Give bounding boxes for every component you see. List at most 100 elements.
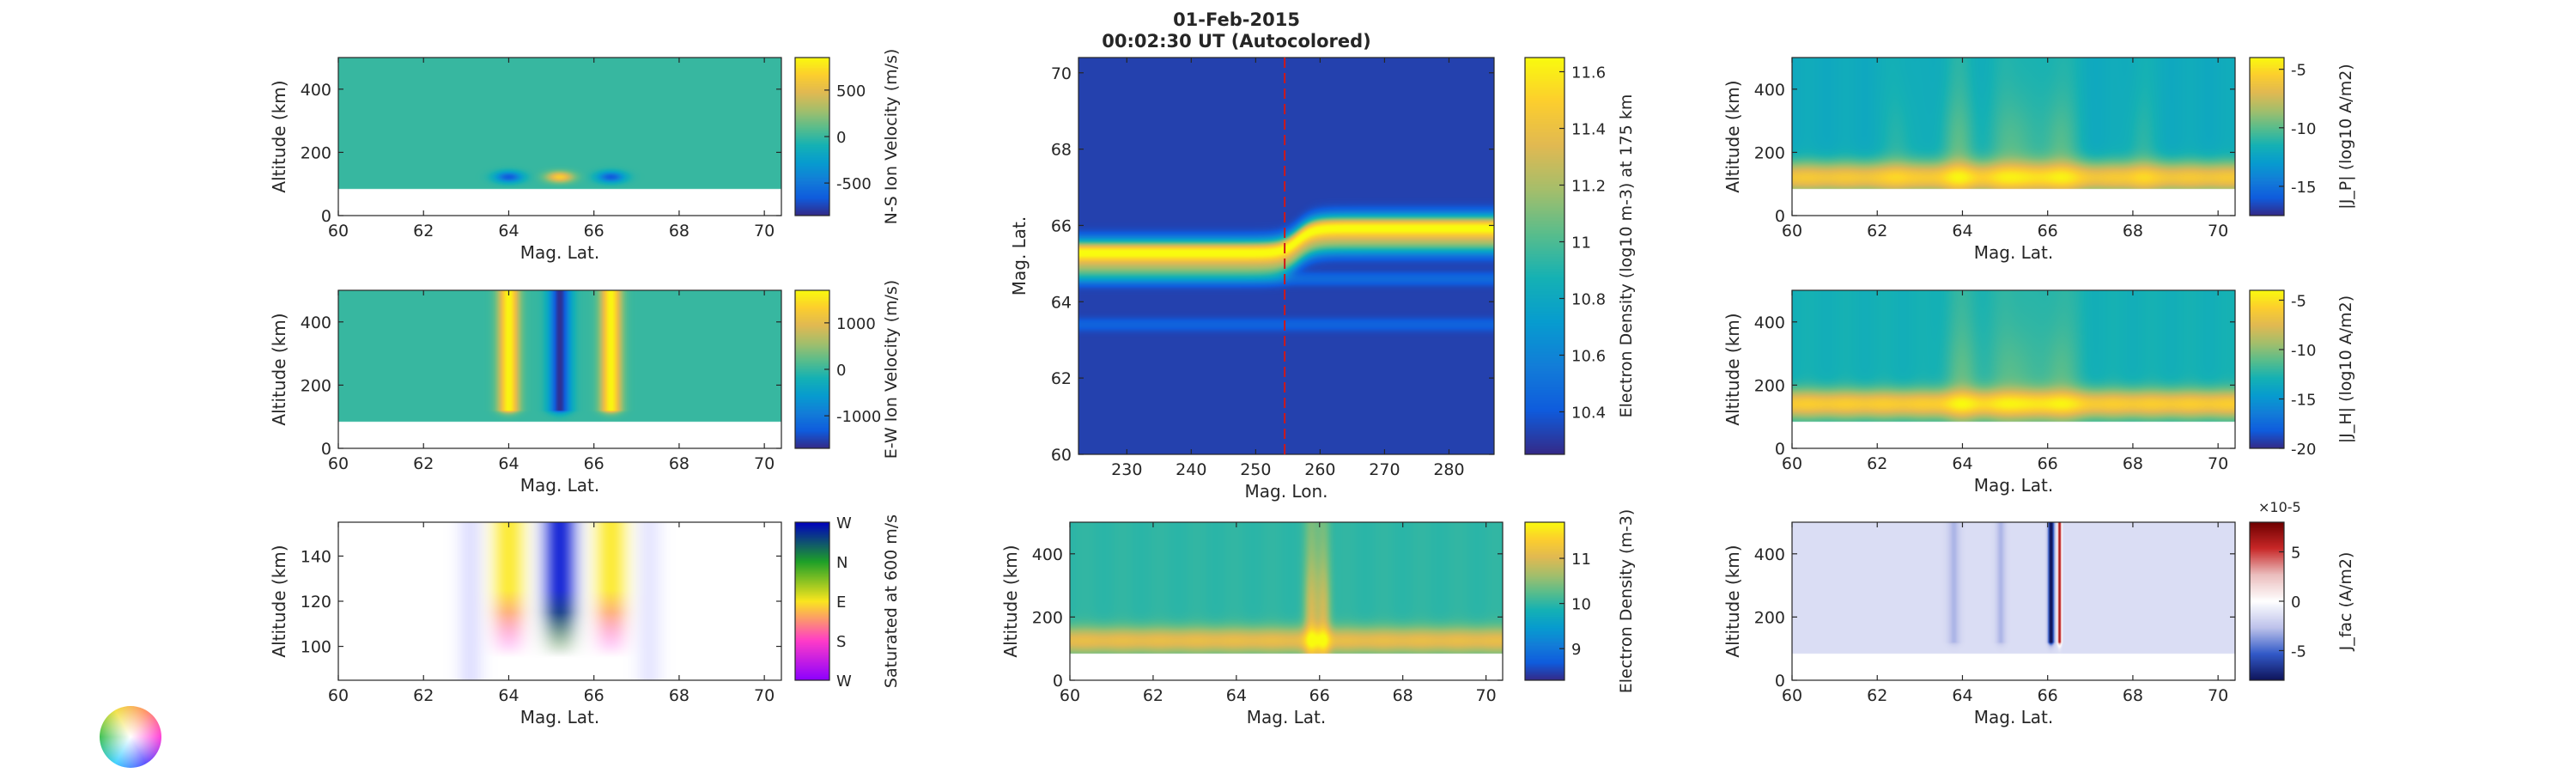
colorbar-tick-label: -15 <box>2291 392 2316 410</box>
x-tick-label: 66 <box>2038 222 2058 240</box>
colorbar-tick-label: W <box>836 673 852 691</box>
colorbar-frame <box>1524 521 1565 681</box>
colorbar-gradient <box>1525 522 1564 680</box>
y-tick-label: 60 <box>1051 446 1072 465</box>
heatmap-image <box>1070 522 1503 680</box>
colorbar-tick-label: 11.2 <box>1571 178 1606 196</box>
colorbar-tick-label: -5 <box>2291 293 2306 311</box>
y-tick-label: 68 <box>1051 141 1072 160</box>
x-tick-label: 68 <box>669 686 690 705</box>
colorbar-frame <box>1524 57 1565 455</box>
color-wheel <box>100 706 161 768</box>
panel-hall: 60 62 64 66 68 70 0 200 400 Mag. Lat. Altitude (km… <box>1722 289 2355 496</box>
y-axis-label: Altitude (km) <box>1722 80 1743 192</box>
colorbar-tick-label: 10.8 <box>1571 291 1606 309</box>
y-tick-label: 140 <box>301 547 331 566</box>
heatmap-image <box>338 58 781 216</box>
colorbar-tick-label: 9 <box>1571 641 1581 659</box>
axes-frame <box>337 289 782 449</box>
x-tick-label: 70 <box>1476 686 1497 705</box>
axes-frame <box>1078 57 1495 455</box>
colorbar-tick-label: S <box>836 633 846 651</box>
colorbar-tick-label: -10 <box>2291 342 2316 360</box>
x-tick-label: 64 <box>1952 454 1972 473</box>
colorbar-label: Saturated at 600 m/s <box>882 514 901 688</box>
colorbar-tick-label: N <box>836 554 848 572</box>
x-axis-label: Mag. Lat. <box>520 242 600 263</box>
panel-ew-velocity: 60 62 64 66 68 70 0 200 400 Mag. Lat. Altitude (km… <box>269 280 901 496</box>
x-axis-label: Mag. Lat. <box>520 707 600 727</box>
y-tick-label: 0 <box>1053 672 1063 691</box>
x-tick-label: 60 <box>1782 222 1802 240</box>
axes-frame <box>1791 289 2236 449</box>
x-tick-label: 64 <box>1952 222 1972 240</box>
colorbar-tick-label: -5 <box>2291 62 2306 80</box>
x-tick-label: 62 <box>1867 454 1887 473</box>
colorbar-tick-label: 500 <box>836 82 866 100</box>
heatmap-image <box>1792 58 2235 216</box>
x-tick-label: 70 <box>2208 686 2228 705</box>
colorbar-gradient <box>2250 290 2284 448</box>
y-axis-label: Mag. Lat. <box>1009 216 1030 296</box>
colorbar-gradient <box>795 522 829 680</box>
colorbar-tick-label: E <box>836 593 846 612</box>
colorbar-tick-label: -20 <box>2291 441 2316 459</box>
colorbar-frame <box>794 521 830 681</box>
heatmap-image <box>338 290 781 448</box>
colorbar-tick-label: 10.4 <box>1571 405 1606 423</box>
x-tick-label: 70 <box>2208 222 2228 240</box>
y-tick-label: 0 <box>1775 440 1785 459</box>
x-axis-label: Mag. Lon. <box>1245 481 1328 502</box>
y-axis-label: Altitude (km) <box>1722 313 1743 425</box>
x-tick-label: 66 <box>584 686 605 705</box>
panels: 60 62 64 66 68 70 0 200 400 Mag. Lat. Altitude (km… <box>269 49 2355 727</box>
panel-density-map: 230 240 250 260 270 280 60 62 64 66 68 70 Mag. Lon. M… <box>1009 57 1636 502</box>
colorbar-gradient <box>795 290 829 448</box>
heatmap-image <box>338 522 781 680</box>
y-tick-label: 64 <box>1051 293 1072 312</box>
colorbar-tick-label: -1000 <box>836 408 881 426</box>
colorbar-label: Electron Density (m-3) <box>1617 509 1636 694</box>
colorbar-tick-label: -15 <box>2291 179 2316 197</box>
x-tick-label: 68 <box>669 222 690 240</box>
axes-frame <box>337 57 782 216</box>
x-tick-label: 62 <box>413 686 434 705</box>
colorbar-tick-label: 10.6 <box>1571 348 1606 366</box>
y-tick-label: 200 <box>1754 143 1785 162</box>
x-tick-label: 230 <box>1111 460 1142 479</box>
x-tick-label: 60 <box>1782 686 1802 705</box>
y-tick-label: 0 <box>1775 672 1785 691</box>
colorbar-tick-label: 0 <box>2291 593 2300 612</box>
y-axis-label: Altitude (km) <box>269 545 289 657</box>
y-tick-label: 200 <box>1754 608 1785 627</box>
colorbar-label: |J_P| (log10 A/m2) <box>2336 64 2355 209</box>
figure-title-line2: 00:02:30 UT (Autocolored) <box>1102 31 1370 52</box>
y-tick-label: 0 <box>1775 207 1785 226</box>
x-tick-label: 68 <box>2123 454 2143 473</box>
x-tick-label: 64 <box>498 222 519 240</box>
panel-density-profile: 60 62 64 66 68 70 0 200 400 Mag. Lat. Altitude (km… <box>1000 509 1636 727</box>
x-tick-label: 62 <box>1867 686 1887 705</box>
x-tick-label: 64 <box>498 454 519 473</box>
axes-frame <box>1791 57 2236 216</box>
x-axis-label: Mag. Lat. <box>1974 475 2054 496</box>
y-tick-label: 100 <box>301 638 331 657</box>
panel-ns-velocity: 60 62 64 66 68 70 0 200 400 Mag. Lat. Altitude (km… <box>269 49 901 263</box>
x-tick-label: 60 <box>328 686 349 705</box>
x-tick-label: 68 <box>2123 686 2143 705</box>
heatmap-image <box>1078 58 1494 454</box>
colorbar-tick-label: 0 <box>836 129 846 147</box>
colorbar-label: |J_H| (log10 A/m2) <box>2336 295 2355 443</box>
colorbar-tick-label: 11 <box>1571 551 1591 569</box>
y-tick-label: 400 <box>301 81 331 100</box>
x-tick-label: 64 <box>1226 686 1247 705</box>
x-tick-label: 68 <box>669 454 690 473</box>
colorbar-exponent: ×10-5 <box>2258 499 2301 515</box>
colorbar-tick-label: 0 <box>836 362 846 380</box>
x-tick-label: 70 <box>754 222 775 240</box>
colorbar-gradient <box>795 58 829 216</box>
colorbar-tick-label: -5 <box>2291 643 2306 661</box>
x-tick-label: 62 <box>413 454 434 473</box>
colorbar-tick-label: -10 <box>2291 120 2316 138</box>
x-tick-label: 60 <box>328 454 349 473</box>
